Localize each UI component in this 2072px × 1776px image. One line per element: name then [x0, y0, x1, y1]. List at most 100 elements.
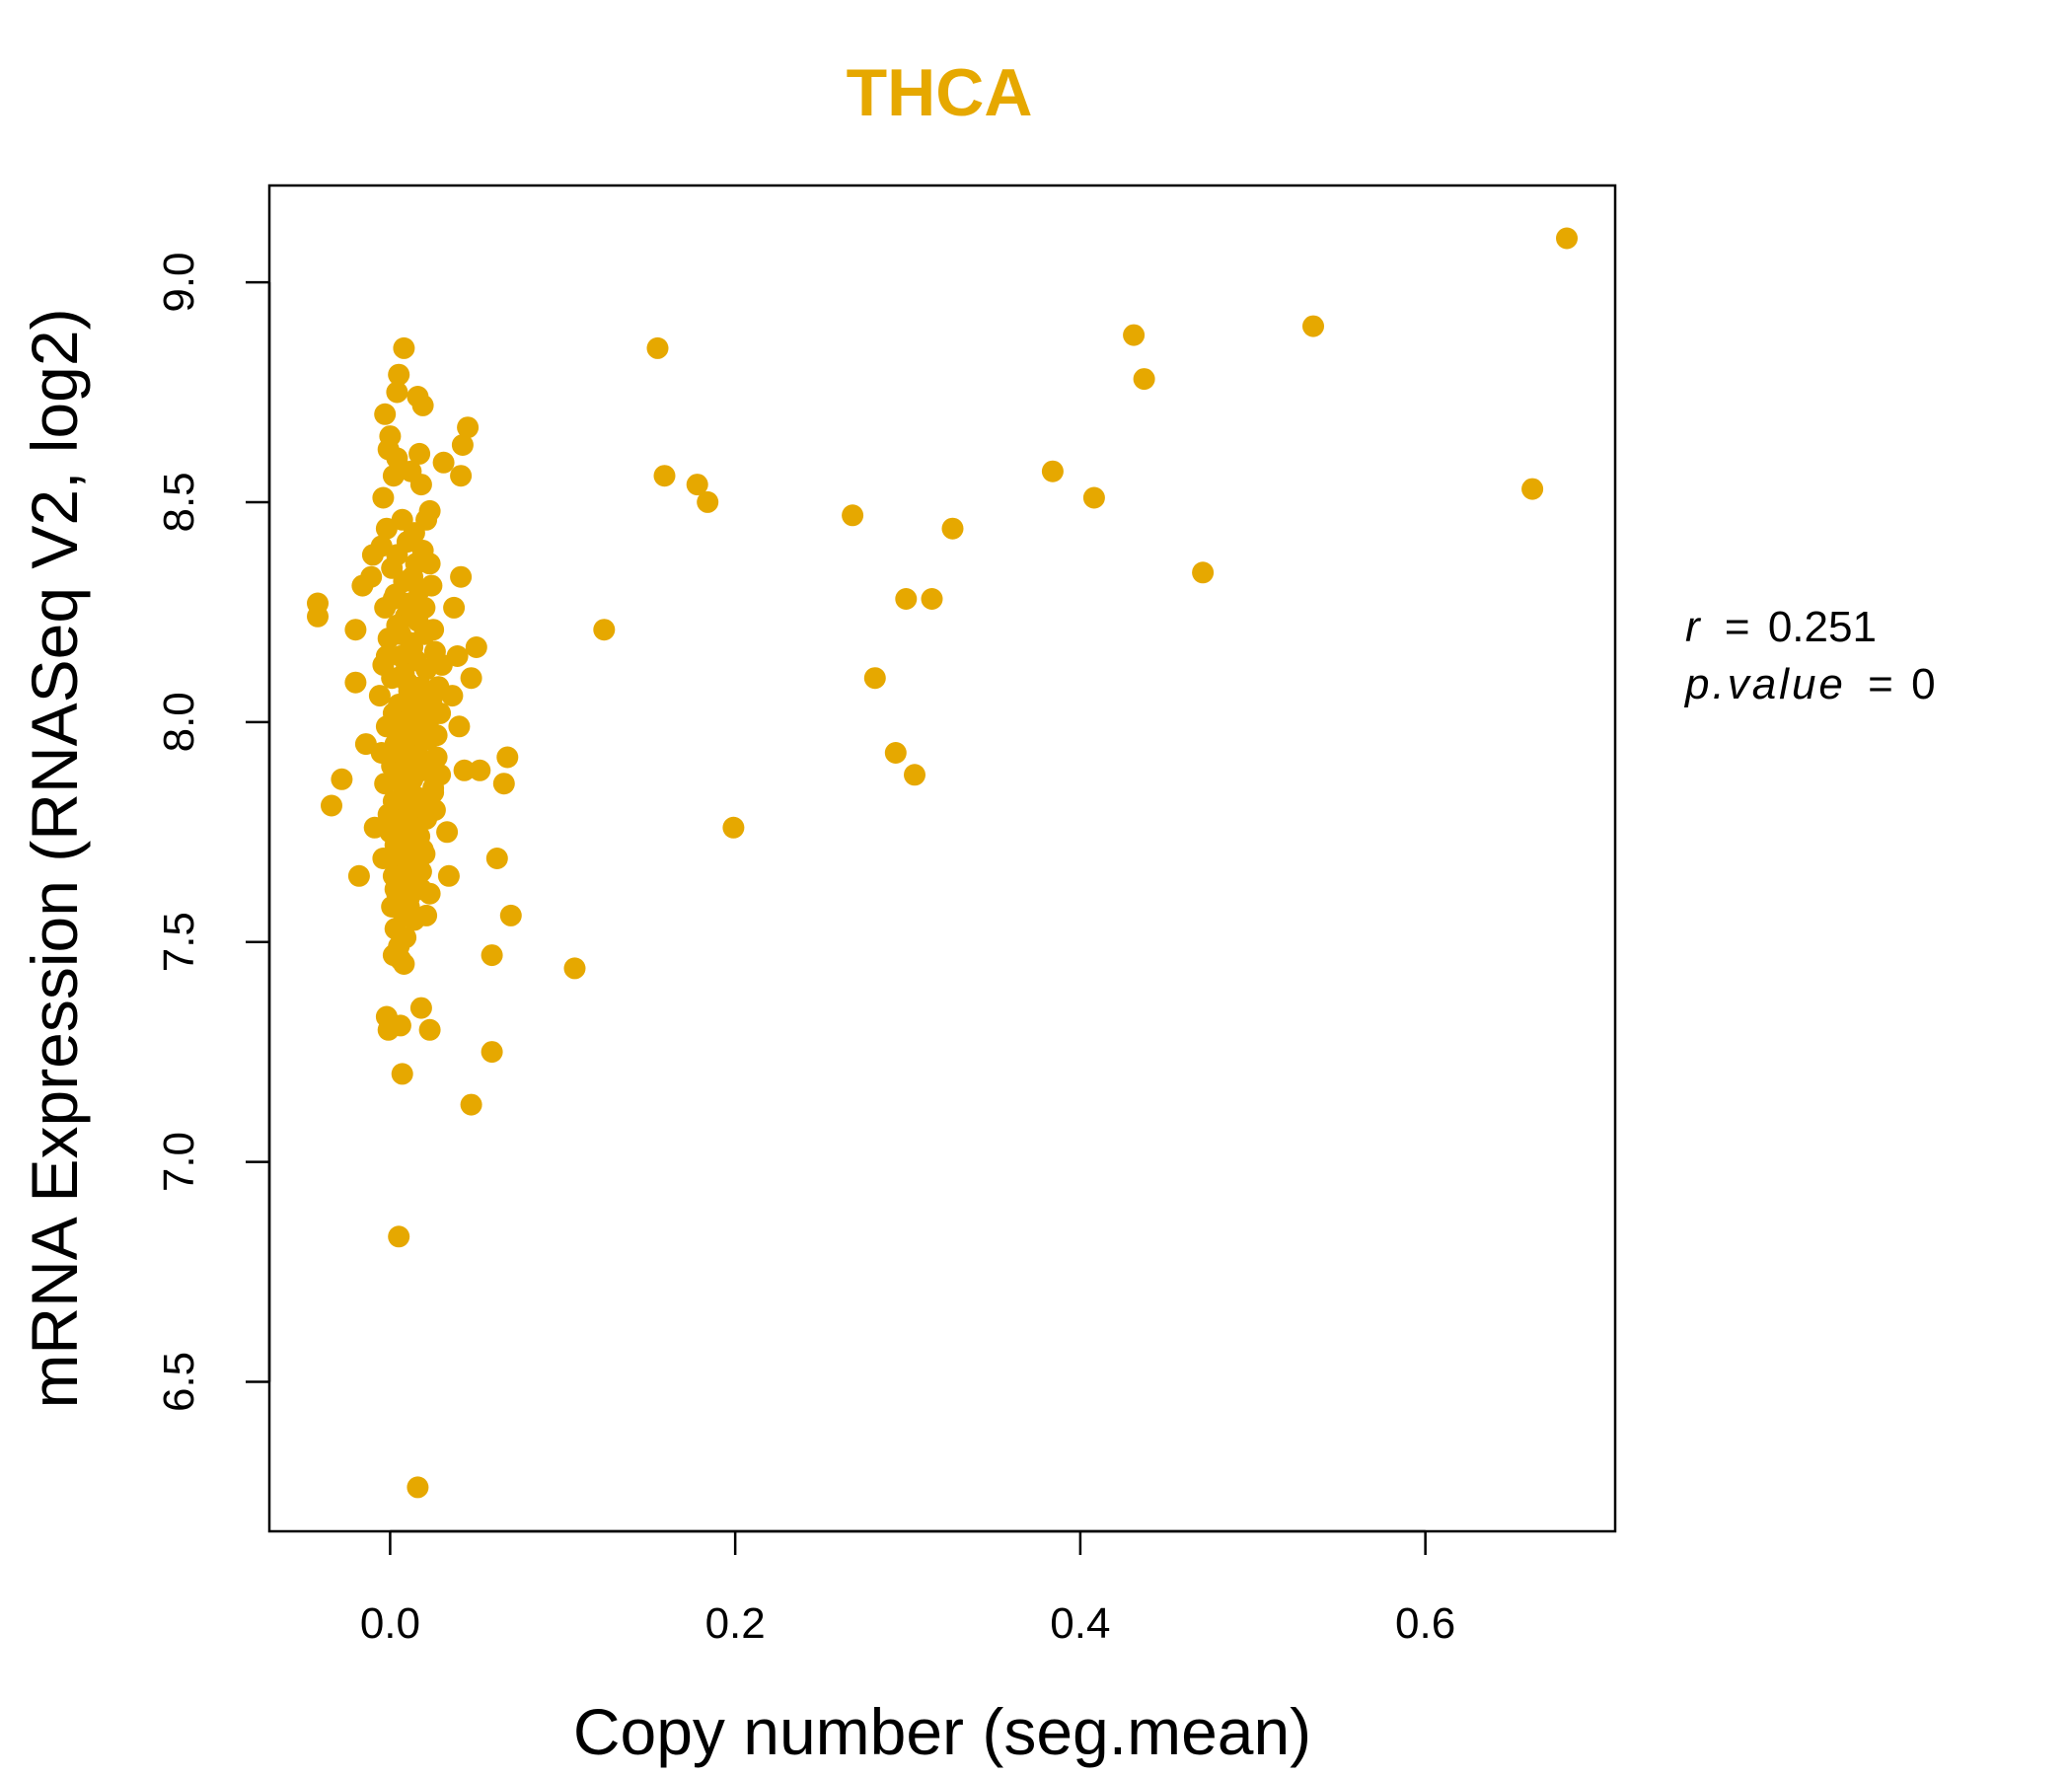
data-point [411, 394, 434, 416]
p-value-label: p.value [1683, 660, 1846, 708]
data-point [481, 944, 503, 967]
p-equals: = [1868, 660, 1893, 708]
r-equals: = [1725, 603, 1750, 651]
data-point [450, 465, 473, 487]
data-point [1556, 227, 1578, 250]
data-point [405, 755, 427, 777]
data-point [469, 759, 491, 781]
y-tick-label: 9.0 [155, 252, 203, 312]
data-point [437, 864, 460, 887]
data-point [402, 636, 424, 658]
r-value: 0.251 [1768, 603, 1877, 651]
x-tick-label: 0.6 [1395, 1599, 1455, 1648]
data-point [423, 799, 446, 821]
data-point [429, 702, 452, 724]
y-tick-label: 8.0 [155, 692, 203, 752]
y-tick-label: 7.5 [155, 912, 203, 972]
data-point [646, 336, 669, 359]
data-point [388, 363, 410, 386]
data-point [403, 825, 425, 848]
plot-area-frame [267, 184, 1617, 1533]
data-point [331, 768, 353, 790]
data-point [381, 807, 404, 830]
data-point [593, 619, 616, 641]
data-point [377, 1018, 400, 1041]
data-point [941, 517, 964, 540]
data-point [416, 728, 439, 751]
p-value: 0 [1911, 660, 1935, 708]
data-point [697, 490, 719, 513]
data-point [386, 710, 408, 733]
data-point [379, 742, 402, 764]
data-point [457, 416, 480, 439]
data-point [1041, 460, 1064, 482]
data-point [425, 746, 448, 769]
data-point [481, 1041, 503, 1064]
data-point [344, 671, 367, 694]
data-point [393, 336, 415, 359]
data-point [443, 596, 466, 619]
data-point [361, 544, 384, 566]
data-point [563, 957, 586, 980]
data-point [653, 465, 676, 487]
data-point [863, 667, 886, 690]
data-point [492, 773, 515, 795]
data-point [460, 1093, 482, 1116]
data-point [1521, 478, 1544, 500]
data-point [1123, 324, 1146, 346]
data-point [409, 474, 432, 496]
data-point [722, 816, 745, 839]
data-point [375, 517, 398, 540]
data-point [1192, 561, 1215, 584]
chart-title: THCA [847, 55, 1033, 130]
y-tick-label: 8.5 [155, 472, 203, 532]
data-point [408, 689, 431, 711]
data-point [374, 403, 397, 425]
data-point [422, 781, 445, 804]
data-point [360, 565, 383, 588]
data-point [382, 465, 405, 487]
data-point [372, 848, 395, 869]
data-point [386, 447, 408, 470]
data-point [460, 667, 482, 690]
data-point [1302, 315, 1324, 337]
data-point [408, 442, 431, 465]
data-point [405, 553, 427, 575]
data-point [884, 742, 907, 764]
data-point [904, 764, 925, 786]
x-tick-label: 0.0 [360, 1599, 420, 1648]
x-tick-label: 0.4 [1050, 1599, 1110, 1648]
data-point [407, 1476, 429, 1499]
data-point [427, 676, 450, 699]
p-value-annotation: p.value = 0 [1683, 660, 1936, 708]
x-axis-title: Copy number (seg.mean) [573, 1695, 1311, 1768]
data-point [396, 671, 418, 694]
data-point [388, 1225, 410, 1248]
data-point [389, 843, 411, 865]
r-label: r [1685, 603, 1703, 651]
data-point [842, 504, 864, 527]
data-point [1133, 368, 1155, 391]
data-point [436, 821, 459, 844]
data-point [465, 636, 487, 658]
data-point [430, 653, 453, 676]
data-point [686, 474, 708, 496]
data-point [384, 583, 407, 606]
data-point [321, 794, 342, 817]
data-point [921, 588, 943, 610]
data-point [450, 565, 473, 588]
data-point [368, 685, 391, 707]
data-point [386, 381, 408, 404]
data-point [432, 451, 455, 474]
x-tick-label: 0.2 [705, 1599, 766, 1648]
data-point [453, 759, 476, 781]
data-point [448, 715, 471, 738]
y-tick-label: 7.0 [155, 1132, 203, 1192]
data-point [344, 619, 367, 641]
data-point [384, 878, 407, 901]
data-point [409, 997, 432, 1019]
y-axis-title: mRNA Expression (RNASeq V2, log2) [18, 308, 91, 1408]
data-point [451, 434, 474, 456]
y-axis: 6.5 7.0 7.5 8.0 8.5 9.0 [155, 252, 271, 1412]
